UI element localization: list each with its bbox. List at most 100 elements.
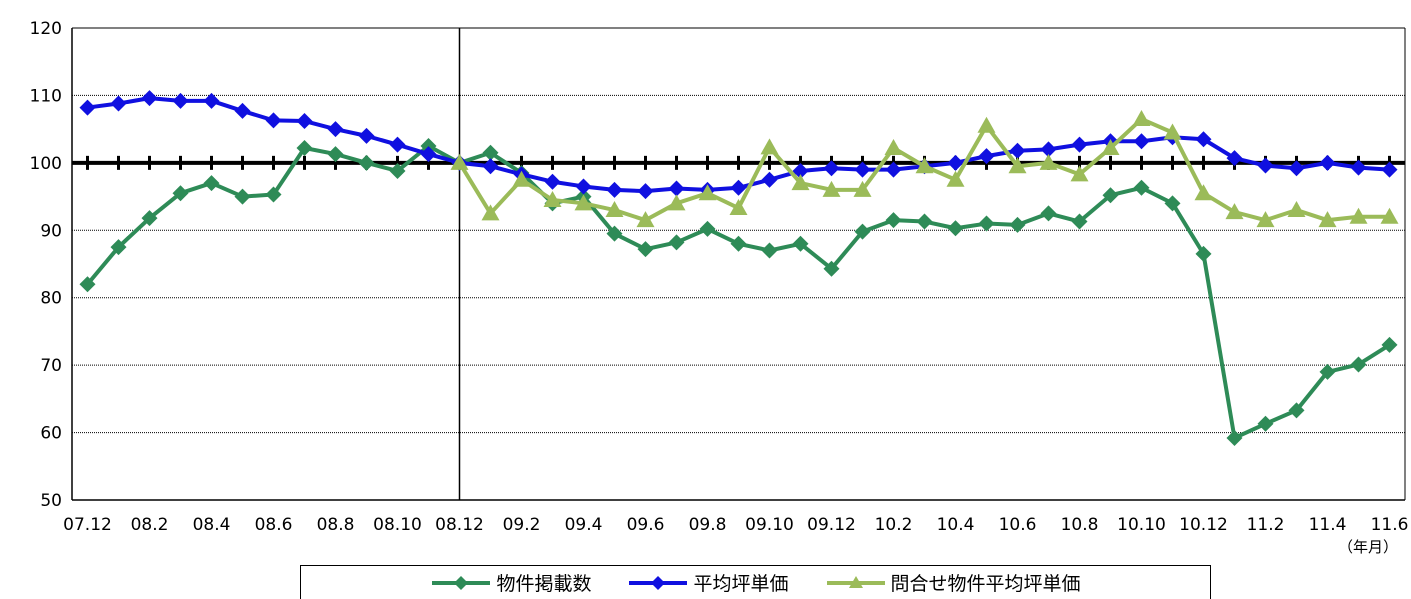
x-tick-label: 08.2 (131, 515, 169, 535)
data-point-inquiry_price (977, 116, 996, 133)
x-tick-label: 10.10 (1117, 515, 1166, 535)
data-point-inquiry_price (667, 194, 686, 211)
legend-swatch-avg-price (629, 575, 688, 590)
data-point-avg_price (730, 179, 747, 196)
data-point-avg_price (296, 113, 313, 130)
data-point-listings (389, 162, 406, 179)
data-point-listings (1071, 213, 1088, 230)
data-point-inquiry_price (481, 204, 500, 221)
data-point-listings (482, 144, 499, 161)
data-point-listings (885, 212, 902, 229)
data-point-avg_price (854, 161, 871, 178)
series-inquiry_price (450, 110, 1399, 228)
data-point-inquiry_price (1256, 211, 1275, 228)
data-point-listings (420, 138, 437, 154)
x-tick-label: 10.2 (875, 515, 913, 535)
data-point-listings (978, 215, 995, 232)
tick-labels: 50 60 70 80 90 100 110 120 07.12 08.2 08.4 08.6 08.8… (30, 19, 1409, 535)
data-point-inquiry_price (1287, 201, 1306, 218)
data-point-avg_price (885, 161, 902, 178)
data-point-avg_price (668, 180, 685, 197)
x-tick-label: 09.10 (745, 515, 794, 535)
x-tick-label: 09.4 (565, 515, 603, 535)
legend-item-avg-price: 平均坪単価 (627, 569, 789, 596)
data-point-avg_price (234, 102, 251, 119)
data-point-listings (1257, 415, 1274, 432)
data-point-avg_price (792, 162, 809, 179)
data-point-avg_price (79, 99, 96, 116)
data-point-inquiry_price (1101, 139, 1120, 156)
legend-label-inquiry-price: 問合せ物件平均坪単価 (890, 573, 1081, 595)
data-point-avg_price (606, 181, 623, 198)
data-point-avg_price (1319, 154, 1336, 171)
data-point-inquiry_price (1070, 165, 1089, 182)
data-point-avg_price (482, 158, 499, 175)
data-point-listings (1102, 187, 1119, 204)
data-point-avg_price (1009, 142, 1026, 159)
legend-swatch-inquiry-price (826, 575, 885, 588)
data-point-listings (1381, 336, 1398, 353)
y-tick-label: 100 (30, 154, 62, 174)
y-tick-label: 110 (30, 86, 62, 106)
data-point-avg_price (1071, 136, 1088, 153)
data-point-listings (1040, 205, 1057, 222)
data-point-listings (203, 175, 220, 192)
data-point-listings (916, 213, 933, 230)
data-point-avg_price (1350, 159, 1367, 176)
data-point-avg_price (1288, 160, 1305, 177)
data-point-inquiry_price (1225, 203, 1244, 220)
data-point-avg_price (978, 148, 995, 165)
data-point-listings (141, 210, 158, 227)
x-axis-unit-label: （年月） (1338, 538, 1399, 556)
data-point-listings (110, 239, 127, 256)
x-tick-label: 07.12 (63, 515, 112, 535)
y-tick-label: 50 (40, 491, 62, 511)
data-point-inquiry_price (1194, 184, 1213, 201)
data-point-inquiry_price (822, 180, 841, 197)
data-point-listings (358, 154, 375, 171)
data-point-listings (668, 234, 685, 251)
data-point-listings (1009, 216, 1026, 233)
data-point-avg_price (327, 121, 344, 138)
data-point-listings (1164, 195, 1181, 212)
data-point-listings (327, 146, 344, 163)
data-point-avg_price (1133, 133, 1150, 150)
data-point-avg_price (265, 112, 282, 129)
series-listings (79, 138, 1398, 446)
data-point-avg_price (761, 171, 778, 188)
data-point-inquiry_price (791, 174, 810, 191)
x-tick-label: 09.12 (807, 515, 856, 535)
data-point-inquiry_price (450, 153, 469, 170)
legend-label-listings: 物件掲載数 (496, 573, 592, 595)
data-point-avg_price (637, 183, 654, 200)
data-point-listings (730, 235, 747, 252)
x-tick-label: 08.6 (255, 515, 293, 535)
data-point-inquiry_price (884, 139, 903, 156)
x-tick-label: 08.10 (373, 515, 422, 535)
data-point-inquiry_price (853, 180, 872, 197)
data-point-listings (79, 276, 96, 293)
x-tick-label: 11.4 (1309, 515, 1347, 535)
data-point-avg_price (110, 95, 127, 112)
series-layer (79, 90, 1399, 446)
data-point-inquiry_price (1318, 211, 1337, 228)
data-point-inquiry_price (1349, 207, 1368, 224)
x-tick-label: 10.12 (1179, 515, 1228, 535)
data-point-inquiry_price (1132, 110, 1151, 127)
data-point-listings (1133, 179, 1150, 196)
y-tick-label: 90 (40, 221, 62, 241)
data-point-inquiry_price (512, 170, 531, 187)
data-point-avg_price (544, 173, 561, 190)
y-tick-label: 70 (40, 356, 62, 376)
data-point-inquiry_price (1163, 123, 1182, 140)
x-tick-label: 09.8 (689, 515, 727, 535)
x-tick-label: 09.2 (503, 515, 541, 535)
grid-lines (72, 94, 1405, 434)
data-point-listings (234, 188, 251, 205)
x-tick-label: 08.12 (435, 515, 484, 535)
x-tick-label: 10.6 (999, 515, 1037, 535)
data-point-inquiry_price (1380, 207, 1399, 224)
data-point-inquiry_price (1008, 157, 1027, 174)
legend-item-listings: 物件掲載数 (430, 569, 591, 596)
data-point-listings (1350, 356, 1367, 373)
